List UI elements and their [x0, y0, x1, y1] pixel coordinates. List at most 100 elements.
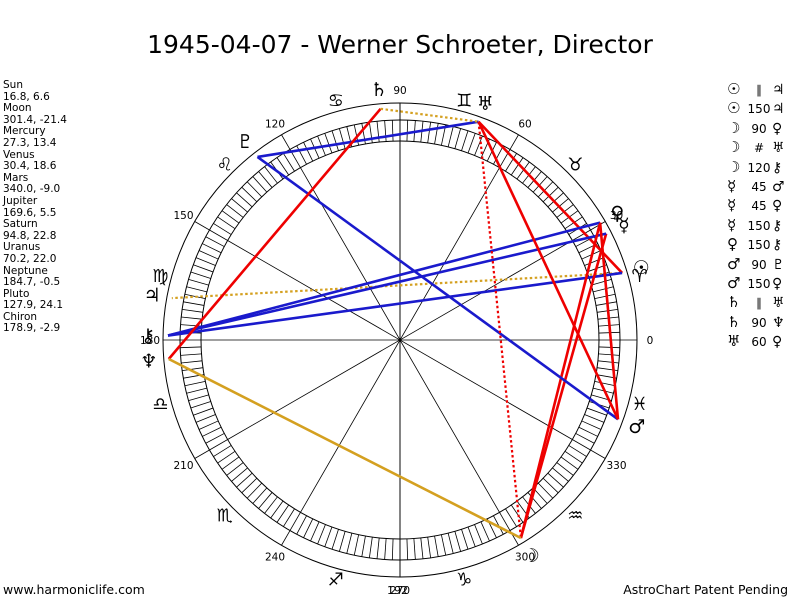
- degree-tick: [283, 508, 295, 527]
- degree-tick: [461, 529, 469, 550]
- aspect-planet-1: ☿: [727, 215, 737, 234]
- degree-tick: [505, 153, 517, 172]
- degree-tick: [317, 524, 326, 545]
- patent-credit: AstroChart Patent Pending: [623, 582, 788, 597]
- degree-tick: [198, 420, 219, 430]
- degree-tick: [186, 387, 208, 394]
- aspect-planet-1: ☽: [727, 118, 741, 137]
- degree-tick: [542, 477, 559, 494]
- degree-tick: [180, 353, 202, 356]
- degree-tick: [594, 293, 616, 300]
- aspect-row: ♂ 90 ♇: [727, 255, 788, 274]
- planet-glyph: ☿: [618, 214, 630, 236]
- degree-tick: [202, 426, 222, 437]
- degree-tick: [217, 216, 236, 230]
- aspect-row: ☽ # ♅: [727, 138, 788, 157]
- aspect-planet-2: ⚷: [772, 217, 783, 234]
- degree-tick: [181, 316, 203, 320]
- aspect-line: [167, 107, 382, 360]
- degree-tick: [221, 210, 240, 224]
- planet-name-jupiter: Jupiter: [3, 194, 38, 207]
- zodiac-sign-glyph: ♈: [631, 266, 647, 287]
- degree-tick: [217, 450, 236, 464]
- degree-tick: [276, 504, 290, 523]
- degree-tick: [231, 467, 248, 482]
- aspect-line: [171, 271, 623, 300]
- planet-position-sun: 16.8, 6.6: [3, 90, 50, 103]
- degree-tick: [195, 257, 216, 266]
- planet-position-mercury: 27.3, 13.4: [3, 136, 57, 149]
- aspect-type: 90: [751, 315, 767, 330]
- aspect-planet-1: ☉: [727, 80, 741, 98]
- degree-tick: [474, 524, 483, 545]
- degree-tick: [447, 532, 454, 554]
- aspect-row: ☉ ∥ ♃: [727, 80, 788, 99]
- degree-tick: [180, 346, 202, 349]
- degree-tick: [532, 176, 548, 193]
- aspect-planet-1: ♄: [727, 312, 741, 331]
- planet-position-list: Sun 16.8, 6.6 Moon 301.4, -21.4 Mercury 27.3,…: [3, 79, 67, 335]
- aspect-line: [477, 121, 522, 539]
- degree-tick: [324, 526, 333, 547]
- aspect-planet-1: ♂: [727, 254, 741, 273]
- degree-tick: [296, 515, 307, 535]
- degree-tick: [331, 130, 339, 151]
- degree-tick: [190, 271, 211, 279]
- degree-tick: [493, 515, 504, 535]
- aspect-line: [477, 120, 624, 274]
- degree-tick: [184, 293, 206, 300]
- aspect-row: ♅ 60 ♀: [727, 332, 788, 351]
- degree-tick: [537, 181, 554, 198]
- degree-tick: [480, 521, 490, 542]
- degree-tick: [454, 531, 462, 552]
- aspect-line: [167, 271, 623, 337]
- degree-tick: [190, 401, 211, 409]
- aspect-type: 45: [751, 179, 767, 194]
- aspect-type: 90: [751, 257, 767, 272]
- degree-tick: [384, 538, 387, 560]
- degree-tick: [264, 166, 278, 184]
- degree-tick: [181, 360, 203, 364]
- degree-label: 30: [610, 210, 623, 222]
- website-link[interactable]: www.harmoniclife.com: [3, 582, 145, 597]
- aspect-type: 90: [751, 121, 767, 136]
- degree-tick: [193, 407, 214, 416]
- aspect-planet-1: ☽: [727, 157, 741, 176]
- zodiac-sign-glyph: ♐: [328, 570, 344, 591]
- degree-tick: [205, 433, 225, 444]
- degree-tick: [182, 308, 203, 313]
- aspect-type: 150: [747, 276, 771, 291]
- degree-tick: [527, 492, 542, 509]
- aspect-row: ☿ 45 ♀: [727, 196, 788, 215]
- degree-label: 210: [173, 460, 193, 472]
- degree-tick: [542, 186, 559, 203]
- degree-tick: [560, 456, 579, 470]
- degree-tick: [420, 537, 424, 559]
- degree-tick: [584, 414, 605, 423]
- degree-tick: [252, 487, 268, 504]
- degree-tick: [474, 135, 483, 156]
- planet-glyph: ♆: [140, 351, 157, 373]
- sign-divider: [590, 221, 606, 231]
- degree-tick: [184, 380, 206, 387]
- degree-tick: [556, 462, 574, 476]
- aspect-planet-2: ♂: [772, 178, 785, 195]
- aspect-planet-1: ♂: [727, 273, 741, 292]
- degree-tick: [427, 122, 432, 143]
- planet-name-pluto: Pluto: [3, 287, 30, 300]
- degree-tick: [188, 278, 209, 286]
- degree-tick: [198, 250, 219, 260]
- degree-tick: [276, 157, 290, 176]
- degree-tick: [346, 532, 353, 554]
- zodiac-sign-glyph: ♉: [567, 155, 583, 176]
- aspect-planet-1: ☿: [727, 176, 737, 195]
- degree-tick: [324, 133, 333, 154]
- degree-tick: [591, 278, 612, 286]
- degree-tick: [331, 529, 339, 550]
- degree-tick: [391, 120, 394, 142]
- degree-tick: [338, 128, 346, 149]
- degree-tick: [592, 286, 614, 293]
- aspect-planet-2: ♃: [772, 82, 785, 98]
- degree-label: 120: [265, 118, 285, 130]
- degree-label: 150: [173, 210, 193, 222]
